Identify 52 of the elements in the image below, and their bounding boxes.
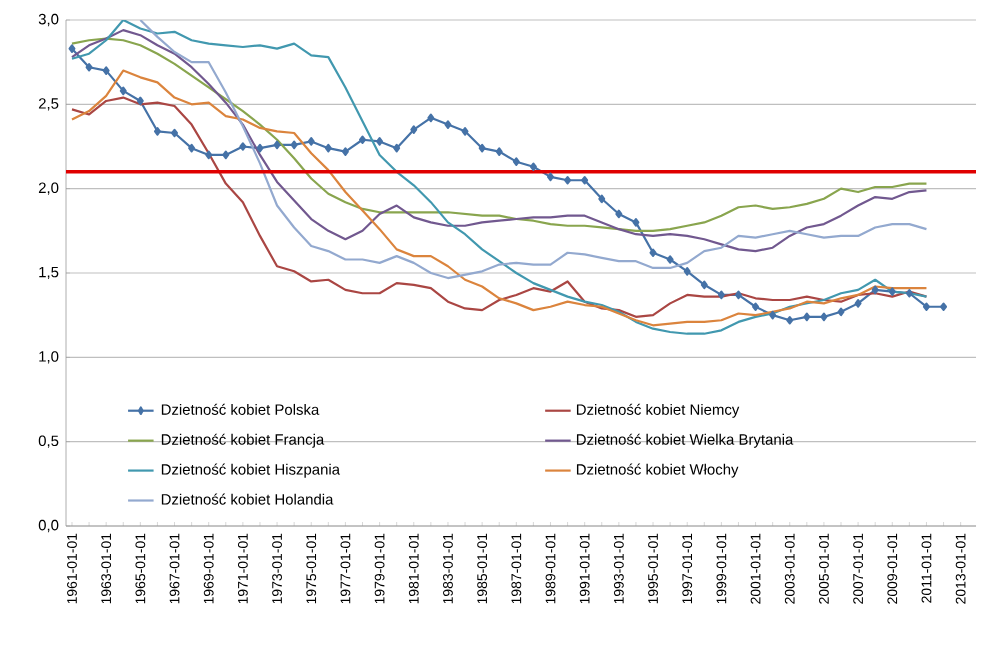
point xyxy=(307,137,315,146)
point xyxy=(683,267,691,276)
point xyxy=(581,175,589,185)
point xyxy=(290,140,298,150)
point xyxy=(769,310,777,320)
point xyxy=(119,86,127,96)
point xyxy=(888,287,896,296)
point xyxy=(393,143,401,153)
point xyxy=(85,62,93,72)
point xyxy=(444,120,452,129)
point xyxy=(205,150,213,160)
point xyxy=(700,280,708,290)
point xyxy=(376,137,384,146)
point xyxy=(188,143,196,153)
point xyxy=(734,290,742,300)
point xyxy=(324,143,332,153)
point xyxy=(717,290,725,300)
point xyxy=(632,218,640,227)
point xyxy=(786,315,794,325)
point xyxy=(940,302,948,312)
point xyxy=(615,209,623,219)
point xyxy=(871,285,879,295)
point xyxy=(427,113,435,123)
point xyxy=(820,312,828,322)
point xyxy=(649,248,657,258)
point xyxy=(171,128,179,138)
point xyxy=(529,162,537,172)
point xyxy=(256,143,264,153)
point xyxy=(153,127,161,136)
point xyxy=(478,143,486,153)
point xyxy=(752,302,760,312)
point xyxy=(410,125,418,134)
point xyxy=(854,299,862,308)
point xyxy=(922,302,930,312)
point xyxy=(102,66,110,75)
point xyxy=(495,147,503,156)
point xyxy=(222,150,230,160)
point xyxy=(341,147,349,156)
point xyxy=(136,96,144,106)
point xyxy=(666,255,674,264)
point xyxy=(461,127,469,136)
point xyxy=(564,175,572,185)
point xyxy=(512,157,520,166)
point xyxy=(803,312,811,322)
point xyxy=(905,288,913,298)
point xyxy=(68,44,76,53)
point xyxy=(273,140,281,150)
point xyxy=(546,172,554,182)
point xyxy=(239,142,247,151)
point xyxy=(598,194,606,204)
point xyxy=(837,307,845,317)
point xyxy=(359,135,366,145)
